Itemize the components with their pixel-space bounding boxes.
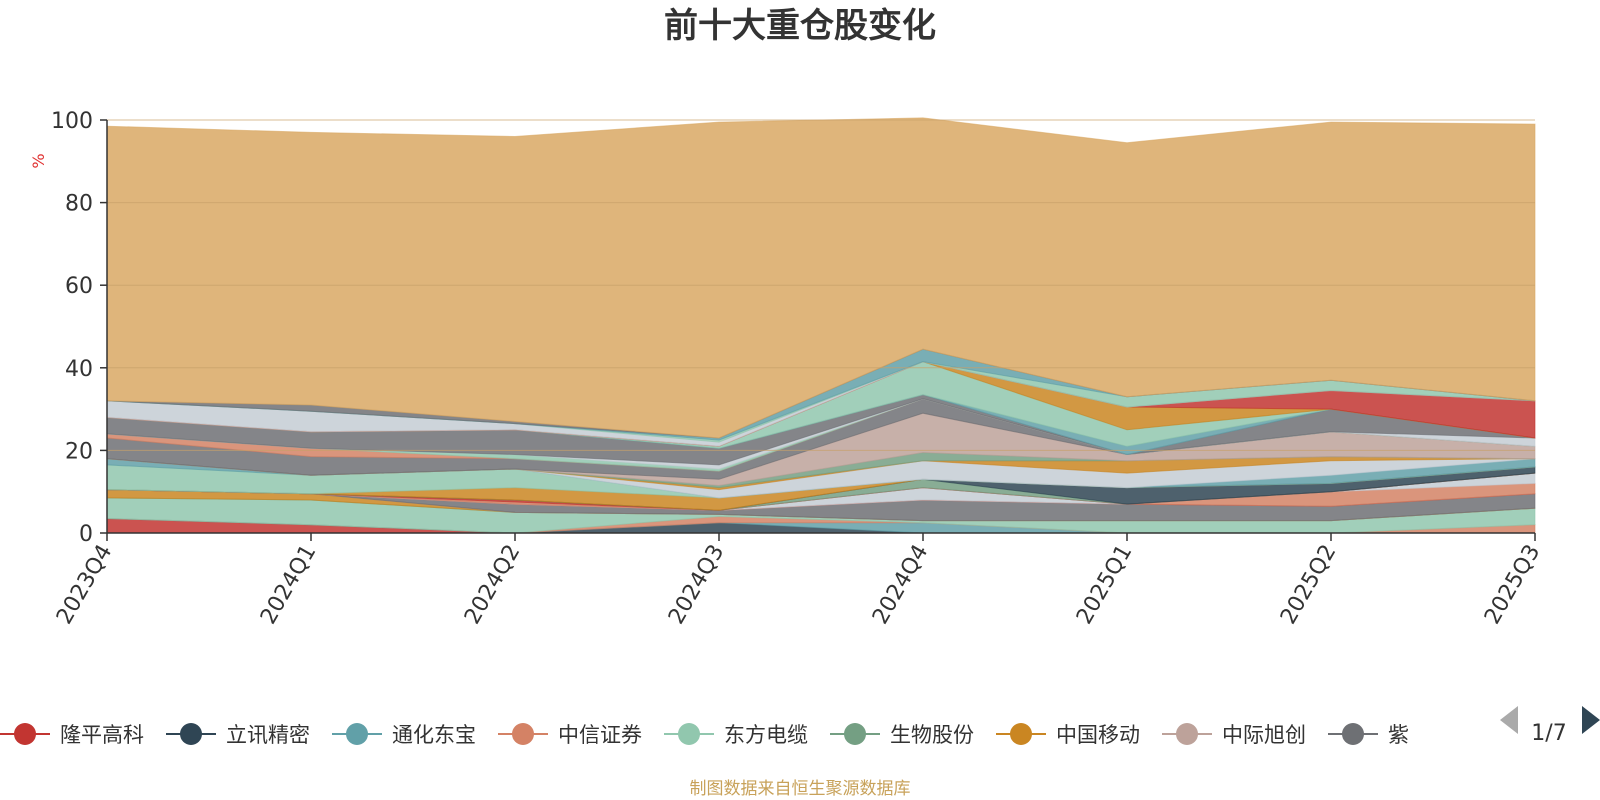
y-tick-label: 0 bbox=[79, 522, 93, 547]
x-tick-label: 2024Q3 bbox=[664, 541, 729, 629]
legend-pager: 1/7 bbox=[1500, 706, 1600, 746]
chart-title: 前十大重仓股变化 bbox=[664, 6, 936, 46]
x-tick-label: 2024Q2 bbox=[460, 541, 525, 629]
legend-marker-icon bbox=[14, 723, 36, 745]
y-tick-label: 20 bbox=[65, 439, 93, 464]
legend-marker-icon bbox=[1342, 723, 1364, 745]
legend-next-page-icon[interactable] bbox=[1582, 706, 1600, 734]
gridlines bbox=[107, 119, 1535, 451]
legend-label: 生物股份 bbox=[890, 723, 974, 747]
legend-label: 隆平高科 bbox=[60, 723, 144, 747]
legend-label: 中际旭创 bbox=[1222, 723, 1306, 747]
legend-marker-icon bbox=[180, 723, 202, 745]
legend: 隆平高科 立讯精密 通化东宝 中信证券 东方电缆 生物股份 中国移动 中际旭创 紫 bbox=[0, 723, 1409, 747]
legend-label: 立讯精密 bbox=[226, 723, 310, 747]
y-unit-label: % bbox=[29, 153, 48, 168]
legend-label: 东方电缆 bbox=[724, 723, 808, 747]
y-tick-label: 60 bbox=[65, 274, 93, 299]
x-tick-label: 2025Q3 bbox=[1480, 541, 1545, 629]
legend-label: 通化东宝 bbox=[392, 723, 476, 747]
legend-item-1[interactable]: 立讯精密 bbox=[166, 723, 310, 747]
legend-item-5[interactable]: 生物股份 bbox=[830, 723, 974, 747]
legend-item-8[interactable]: 紫 bbox=[1328, 723, 1409, 747]
legend-item-2[interactable]: 通化东宝 bbox=[332, 723, 476, 747]
legend-prev-page-icon[interactable] bbox=[1500, 706, 1518, 734]
legend-item-7[interactable]: 中际旭创 bbox=[1162, 723, 1306, 747]
legend-marker-icon bbox=[1010, 723, 1032, 745]
legend-item-4[interactable]: 东方电缆 bbox=[664, 723, 808, 747]
x-tick-label: 2024Q4 bbox=[868, 541, 933, 629]
x-tick-label: 2025Q1 bbox=[1072, 541, 1137, 629]
area-layers bbox=[106, 117, 1536, 534]
legend-label: 紫 bbox=[1388, 723, 1409, 747]
legend-item-6[interactable]: 中国移动 bbox=[996, 723, 1140, 747]
x-tick-label: 2025Q2 bbox=[1276, 541, 1341, 629]
legend-marker-icon bbox=[346, 723, 368, 745]
legend-item-0[interactable]: 隆平高科 bbox=[0, 723, 144, 747]
x-tick-label: 2023Q4 bbox=[52, 541, 117, 629]
y-tick-label: 40 bbox=[65, 357, 93, 382]
legend-label: 中国移动 bbox=[1056, 723, 1140, 747]
data-source-note: 制图数据来自恒生聚源数据库 bbox=[690, 779, 911, 799]
legend-marker-icon bbox=[678, 723, 700, 745]
legend-page-indicator: 1/7 bbox=[1531, 721, 1566, 746]
legend-marker-icon bbox=[1176, 723, 1198, 745]
area-series-36 bbox=[106, 117, 1536, 439]
y-tick-label: 100 bbox=[51, 109, 93, 134]
legend-marker-icon bbox=[512, 723, 534, 745]
legend-marker-icon bbox=[844, 723, 866, 745]
legend-item-3[interactable]: 中信证券 bbox=[498, 723, 642, 747]
legend-label: 中信证券 bbox=[558, 723, 642, 747]
x-tick-label: 2024Q1 bbox=[256, 541, 321, 629]
y-tick-label: 80 bbox=[65, 192, 93, 217]
